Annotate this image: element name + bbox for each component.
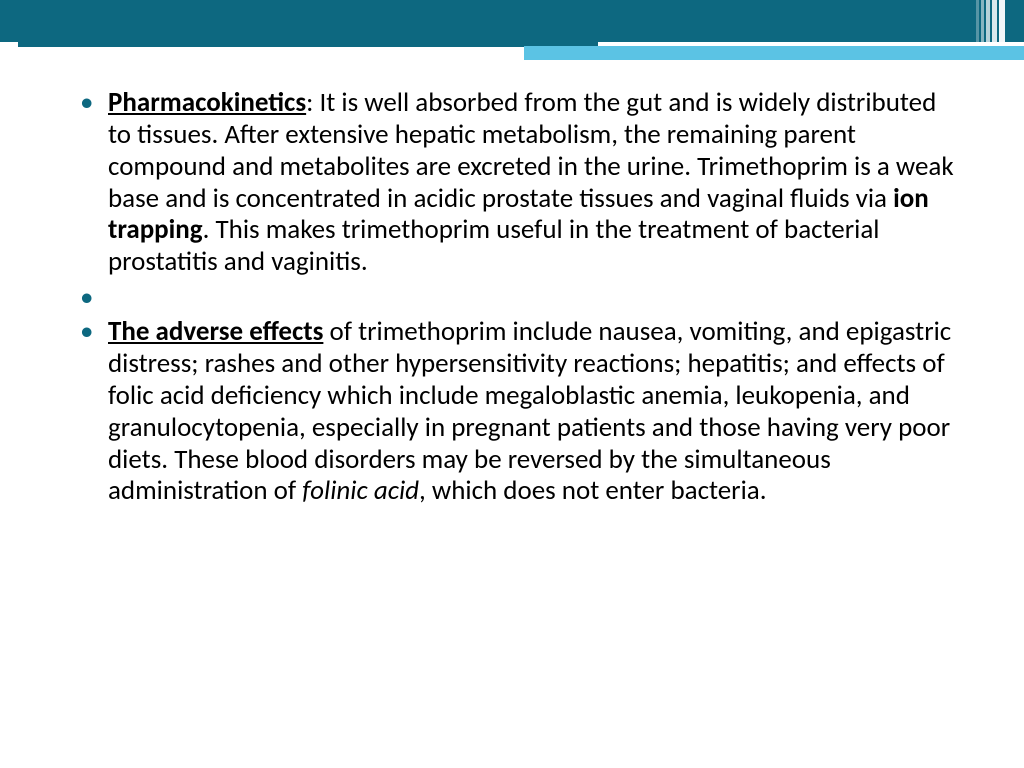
- bullet-item-empty: [60, 282, 964, 312]
- slide-accent-row: [0, 42, 1024, 62]
- bullet-list: Pharmacokinetics: It is well absorbed fr…: [60, 87, 964, 507]
- slide-content: Pharmacokinetics: It is well absorbed fr…: [0, 62, 1024, 507]
- bullet-text-after: , which does not enter bacteria.: [419, 474, 766, 507]
- accent-dark-line: [18, 42, 598, 47]
- bullet-item-pharmacokinetics: Pharmacokinetics: It is well absorbed fr…: [60, 87, 964, 278]
- bullet-heading: Pharmacokinetics: [108, 86, 306, 119]
- inline-italic-folinic-acid: folinic acid: [302, 474, 419, 507]
- bullet-heading: The adverse effects: [108, 315, 323, 348]
- header-stripe-decoration: [974, 0, 1024, 42]
- slide-header-band: [0, 0, 1024, 42]
- bullet-text-after: . This makes trimethoprim useful in the …: [108, 213, 879, 278]
- bullet-item-adverse-effects: The adverse effects of trimethoprim incl…: [60, 316, 964, 507]
- accent-light-bar: [524, 46, 1024, 60]
